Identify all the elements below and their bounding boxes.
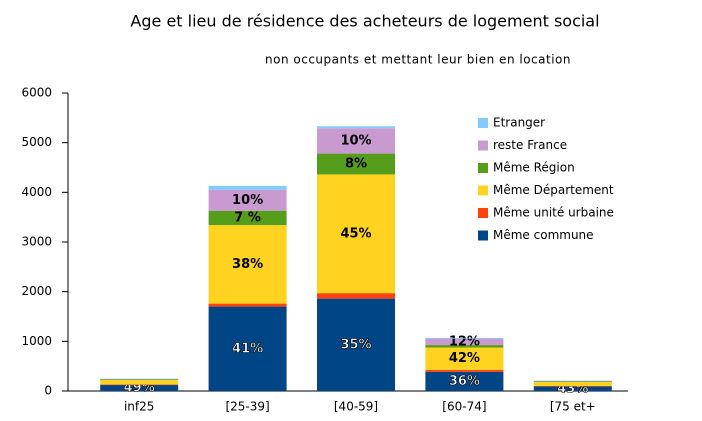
segment-label: 45%	[340, 226, 371, 241]
x-tick-label: [75 et+	[550, 400, 596, 414]
bar-segment	[533, 381, 612, 383]
legend-label: Même Région	[493, 161, 575, 175]
legend-swatch	[478, 208, 488, 218]
legend-label: reste France	[493, 138, 567, 152]
legend-swatch	[478, 163, 488, 173]
bar-segment	[208, 185, 287, 190]
legend-label: Même commune	[493, 228, 594, 242]
bar-segment	[425, 338, 504, 346]
y-tick-label: 5000	[21, 135, 52, 149]
bar-segment	[317, 128, 395, 154]
x-tick-label: [25-39]	[225, 400, 269, 414]
bar-segment	[208, 210, 287, 226]
bar-segment	[317, 174, 395, 294]
bar-segment	[100, 380, 179, 385]
chart-title: Age et lieu de résidence des acheteurs d…	[130, 12, 599, 31]
segment-label: 10%	[340, 133, 371, 148]
segment-label: 38%	[232, 257, 263, 272]
legend-label: Même Département	[493, 183, 614, 197]
bar-segment	[208, 306, 287, 391]
bar-segment	[317, 153, 395, 175]
segment-label: 8%	[345, 157, 367, 172]
bar-segment	[100, 379, 179, 381]
segment-label: 7 %	[234, 210, 261, 225]
y-tick-label: 0	[44, 384, 52, 398]
segment-label: 42%	[449, 351, 480, 366]
bar-segment	[208, 303, 287, 307]
bar-segment	[425, 371, 504, 391]
legend-swatch	[478, 185, 488, 196]
bar-segment	[208, 225, 287, 304]
legend-swatch	[478, 140, 488, 151]
bar-segment	[317, 298, 395, 391]
legend-swatch	[478, 118, 488, 128]
bar-segment	[533, 386, 612, 391]
bar-segment	[425, 347, 504, 370]
segment-label: 36%	[449, 374, 480, 389]
segment-label: 35%	[340, 337, 371, 352]
x-tick-label: inf25	[124, 400, 154, 414]
y-tick-label: 3000	[21, 235, 52, 249]
legend-label: Même unité urbaine	[493, 206, 614, 220]
segment-label: 12%	[449, 334, 480, 349]
x-tick-label: [40-59]	[334, 400, 378, 414]
segment-label: 10%	[232, 193, 263, 208]
legend-swatch	[478, 230, 488, 241]
segment-label: 41%	[232, 341, 263, 356]
y-tick-label: 4000	[21, 185, 52, 199]
bar-segment	[425, 369, 504, 372]
bar-segment	[425, 345, 504, 348]
bar-segment	[317, 126, 395, 129]
legend-label: Etranger	[493, 116, 545, 130]
y-tick-label: 2000	[21, 284, 52, 298]
bar-segment	[208, 189, 287, 211]
y-tick-label: 1000	[21, 334, 52, 348]
x-tick-label: [60-74]	[442, 400, 486, 414]
bar-segment	[100, 385, 179, 391]
bar-segment	[425, 337, 504, 339]
y-tick-label: 6000	[21, 86, 52, 100]
chart-subtitle: non occupants et mettant leur bien en lo…	[265, 53, 571, 67]
bar-segment	[533, 382, 612, 387]
bar-segment	[317, 293, 395, 299]
